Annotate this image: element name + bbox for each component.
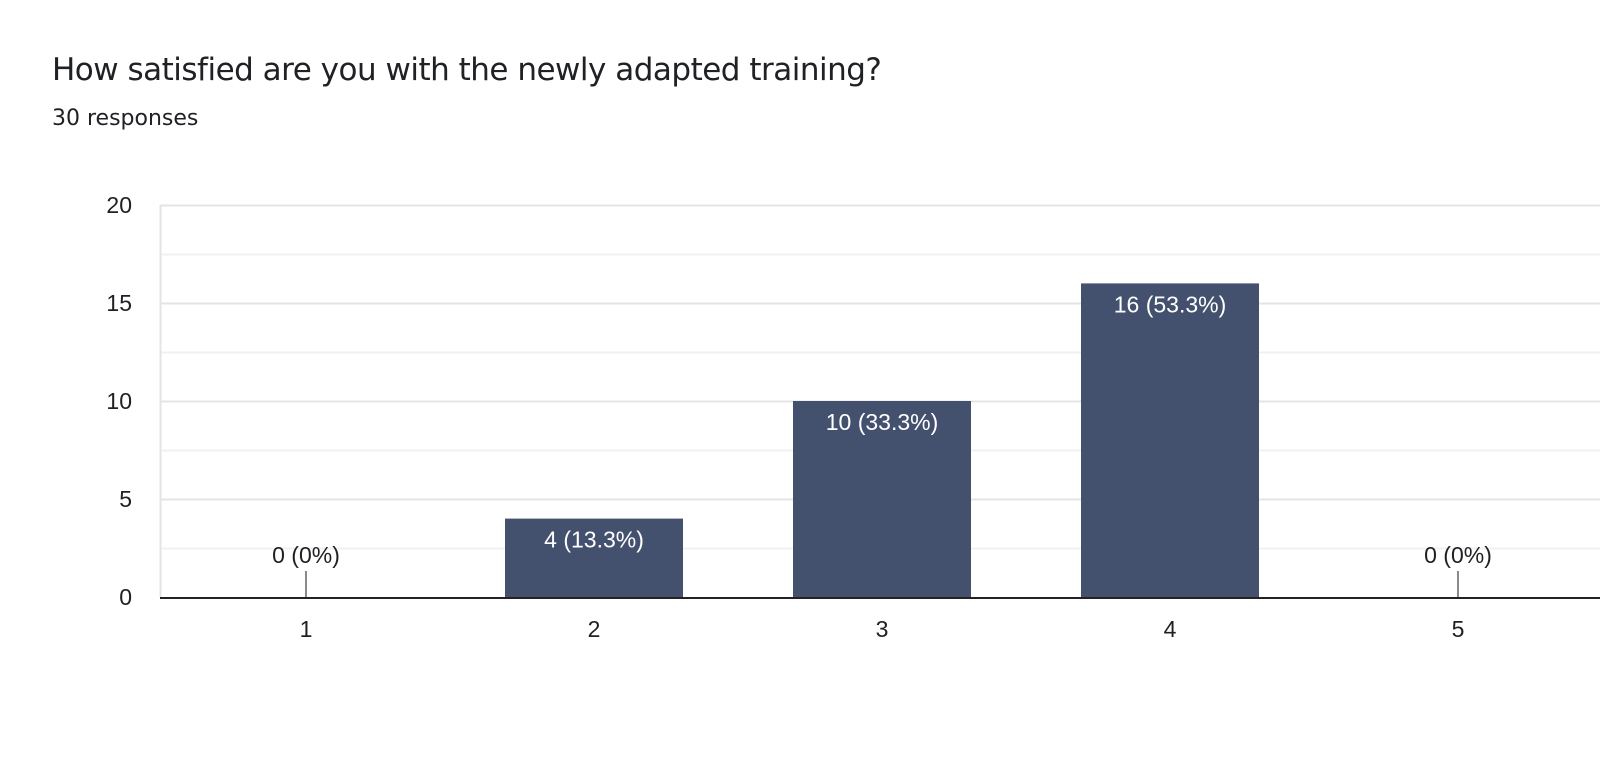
data-label-4: 16 (53.3%) (1114, 291, 1227, 317)
x-tick-label-4: 4 (1164, 616, 1177, 642)
data-label-5: 0 (0%) (1424, 542, 1492, 568)
x-tick-label-2: 2 (588, 616, 601, 642)
data-label-1: 0 (0%) (272, 542, 340, 568)
bar-3 (793, 401, 971, 597)
bar-2 (505, 518, 683, 597)
response-count: 30 responses (52, 106, 199, 131)
x-tick-label-1: 1 (300, 616, 313, 642)
y-tick-label-10: 10 (106, 388, 132, 414)
question-title: How satisfied are you with the newly ada… (52, 52, 882, 88)
x-tick-label-3: 3 (876, 616, 889, 642)
x-tick-label-5: 5 (1452, 616, 1465, 642)
data-label-3: 10 (33.3%) (826, 409, 939, 435)
data-label-2: 4 (13.3%) (544, 527, 644, 553)
y-tick-label-5: 5 (119, 486, 132, 512)
y-tick-label-15: 15 (106, 290, 132, 316)
bar-4 (1081, 283, 1259, 597)
y-tick-label-0: 0 (119, 584, 132, 610)
y-tick-label-20: 20 (106, 192, 132, 218)
